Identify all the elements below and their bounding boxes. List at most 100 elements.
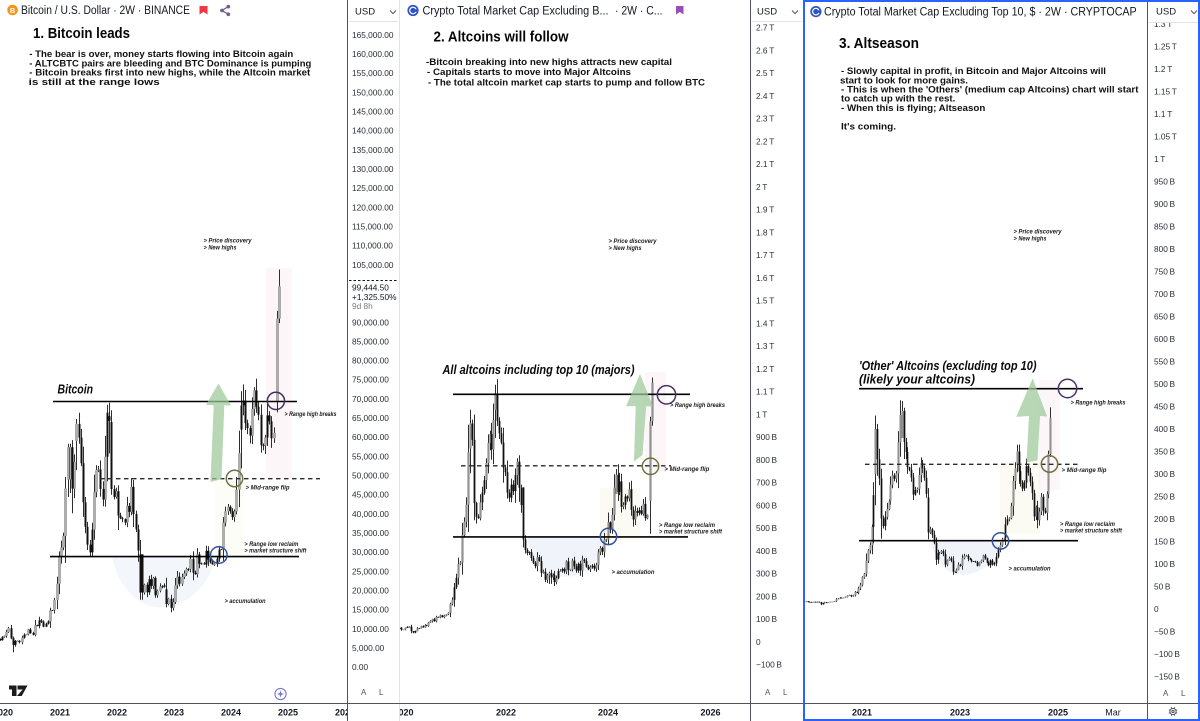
svg-text:1.8 T: 1.8 T (756, 227, 774, 237)
svg-text:135,000.00: 135,000.00 (352, 145, 394, 155)
svg-text:1.1 T: 1.1 T (756, 387, 774, 397)
svg-text:140,000.00: 140,000.00 (352, 126, 394, 136)
svg-text:120,000.00: 120,000.00 (352, 202, 394, 212)
svg-text:1.2 T: 1.2 T (756, 364, 774, 374)
svg-text:> Mid-range flip: > Mid-range flip (1062, 467, 1107, 474)
svg-text:- Slowly capital in profit, in: - Slowly capital in profit, in Bitcoin a… (841, 66, 1106, 76)
svg-text:> market structure shift: > market structure shift (244, 548, 307, 555)
svg-text:2022: 2022 (107, 708, 127, 718)
svg-text:- When this is flying; Altseas: - When this is flying; Altseason (841, 103, 986, 113)
svg-text:is still at the range lows: is still at the range lows (29, 77, 160, 87)
svg-text:> accumulation: > accumulation (612, 569, 655, 576)
svg-text:1. Bitcoin leads: 1. Bitcoin leads (33, 26, 130, 42)
svg-text:- This is when the 'Others' (m: - This is when the 'Others' (medium cap … (841, 84, 1139, 94)
svg-text:−150 B: −150 B (1154, 671, 1180, 681)
svg-text:35,000.00: 35,000.00 (352, 528, 389, 538)
svg-text:1.7 T: 1.7 T (756, 250, 774, 260)
svg-text:> Range low reclaim: > Range low reclaim (244, 541, 298, 548)
svg-text:2021: 2021 (852, 708, 872, 718)
svg-text:15,000.00: 15,000.00 (352, 605, 389, 615)
svg-text:1 T: 1 T (756, 409, 767, 419)
svg-text:5,000.00: 5,000.00 (352, 643, 385, 653)
svg-text:145,000.00: 145,000.00 (352, 107, 394, 117)
svg-text:10,000.00: 10,000.00 (352, 624, 389, 634)
svg-text:2026: 2026 (700, 708, 720, 718)
svg-text:99,444.50: 99,444.50 (352, 283, 389, 293)
svg-text:Crypto Total Market Cap Exclud: Crypto Total Market Cap Excluding B... (423, 6, 609, 18)
svg-text:2025: 2025 (278, 708, 298, 718)
svg-text:165,000.00: 165,000.00 (352, 30, 394, 40)
svg-text:650 B: 650 B (1154, 311, 1176, 321)
svg-text:> Range high breaks: > Range high breaks (1071, 400, 1126, 407)
svg-text:2023: 2023 (164, 708, 184, 718)
svg-text:450 B: 450 B (1154, 401, 1176, 411)
svg-text:> accumulation: > accumulation (225, 598, 266, 605)
svg-text:40,000.00: 40,000.00 (352, 509, 389, 519)
svg-text:130,000.00: 130,000.00 (352, 164, 394, 174)
svg-text:Bitcoin / U.S. Dollar · 2W · B: Bitcoin / U.S. Dollar · 2W · BINANCE (21, 5, 190, 17)
svg-text:90,000.00: 90,000.00 (352, 317, 389, 327)
svg-text:150,000.00: 150,000.00 (352, 87, 394, 97)
svg-text:2020: 2020 (0, 708, 13, 718)
svg-text:USD: USD (355, 7, 375, 18)
svg-text:> Price discovery: > Price discovery (1014, 229, 1062, 236)
svg-text:65,000.00: 65,000.00 (352, 413, 389, 423)
svg-text:L: L (1181, 689, 1186, 698)
svg-text:600 B: 600 B (1154, 334, 1176, 344)
svg-text:1.2 T: 1.2 T (1154, 64, 1172, 74)
svg-text:> New highs: > New highs (1014, 236, 1047, 243)
svg-text:1 T: 1 T (1154, 154, 1165, 164)
svg-text:> Price discovery: > Price discovery (609, 238, 657, 245)
svg-text:> accumulation: > accumulation (1009, 566, 1051, 573)
svg-text:to catch up with the rest.: to catch up with the rest. (841, 94, 955, 104)
svg-text:25,000.00: 25,000.00 (352, 566, 389, 576)
svg-text:1.3 T: 1.3 T (1154, 19, 1172, 29)
svg-text:2026: 2026 (335, 708, 355, 718)
svg-text:45,000.00: 45,000.00 (352, 490, 389, 500)
svg-text:It's coming.: It's coming. (841, 122, 896, 132)
svg-text:> market structure shift: > market structure shift (1060, 528, 1123, 535)
svg-text:A: A (765, 688, 771, 697)
svg-text:1.1 T: 1.1 T (1154, 109, 1172, 119)
svg-text:155,000.00: 155,000.00 (352, 68, 394, 78)
svg-text:(likely your altcoins): (likely your altcoins) (859, 373, 975, 387)
svg-text:- Capitals starts to move into: - Capitals starts to move into Major Alt… (427, 67, 631, 77)
svg-text:350 B: 350 B (1154, 446, 1176, 456)
svg-text:USD: USD (757, 7, 777, 18)
svg-text:- The total altcoin market cap: - The total altcoin market cap starts to… (428, 78, 705, 88)
svg-text:600 B: 600 B (756, 500, 778, 510)
svg-text:2022: 2022 (496, 708, 516, 718)
svg-text:2.7 T: 2.7 T (756, 23, 774, 33)
svg-text:Mar: Mar (1105, 708, 1121, 718)
svg-text:100 B: 100 B (756, 614, 778, 624)
svg-text:−50 B: −50 B (1154, 626, 1176, 636)
svg-text:400 B: 400 B (1154, 424, 1176, 434)
svg-text:700 B: 700 B (756, 478, 778, 488)
svg-text:300 B: 300 B (756, 569, 778, 579)
svg-text:2021: 2021 (50, 708, 70, 718)
svg-text:+1,325.50%: +1,325.50% (352, 292, 397, 302)
svg-text:> New highs: > New highs (204, 245, 237, 252)
svg-text:L: L (379, 688, 384, 697)
svg-text:1.4 T: 1.4 T (756, 318, 774, 328)
svg-text:USD: USD (1156, 7, 1176, 18)
svg-text:110,000.00: 110,000.00 (352, 241, 393, 251)
svg-text:750 B: 750 B (1154, 266, 1176, 276)
svg-text:-Bitcoin breaking into new hig: -Bitcoin breaking into new highs attract… (426, 57, 672, 67)
svg-text:800 B: 800 B (1154, 244, 1176, 254)
svg-text:250 B: 250 B (1154, 491, 1176, 501)
svg-text:· 2W · C...: · 2W · C... (615, 6, 663, 18)
svg-text:85,000.00: 85,000.00 (352, 336, 389, 346)
svg-text:160,000.00: 160,000.00 (352, 49, 394, 59)
svg-text:125,000.00: 125,000.00 (352, 183, 394, 193)
svg-text:80,000.00: 80,000.00 (352, 356, 389, 366)
svg-text:> market structure shift: > market structure shift (659, 529, 723, 536)
svg-text:- ALTCBTC pairs are bleeding a: - ALTCBTC pairs are bleeding and BTC Dom… (29, 58, 311, 68)
svg-text:−100 B: −100 B (756, 660, 782, 670)
svg-text:55,000.00: 55,000.00 (352, 451, 389, 461)
svg-text:150 B: 150 B (1154, 536, 1176, 546)
svg-text:1.25 T: 1.25 T (1154, 41, 1177, 51)
svg-text:2.4 T: 2.4 T (756, 91, 774, 101)
svg-text:30,000.00: 30,000.00 (352, 547, 389, 557)
svg-text:3. Altseason: 3. Altseason (839, 36, 919, 52)
